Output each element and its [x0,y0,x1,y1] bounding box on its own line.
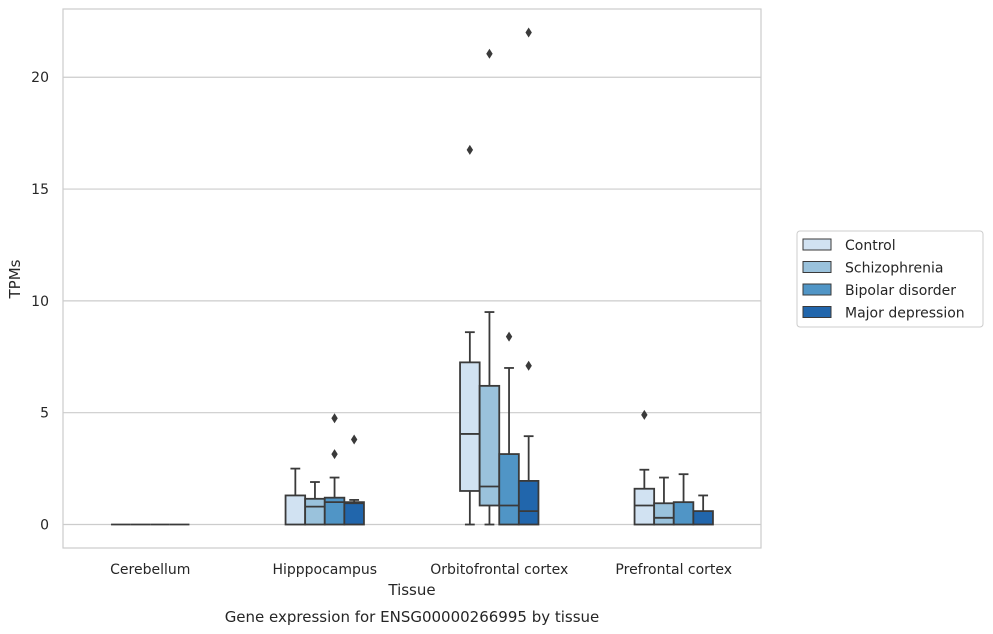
legend-swatch [802,238,832,251]
box-body [498,453,520,526]
box-body [459,361,481,492]
y-axis-label: TPMs [6,259,24,299]
box-control [633,409,656,526]
box-body [653,502,675,526]
plot-frame [62,8,762,549]
outlier-point [486,48,493,59]
outlier-point [350,434,358,445]
legend: Control Schizophrenia Bipolar disorder Majo… [796,230,984,328]
box-major-depression [692,494,714,526]
box-body [343,501,365,526]
box-bipolar-disorder [672,473,695,526]
box-schizophrenia [653,476,675,526]
x-axis-label: Tissue [387,581,435,599]
boxes [111,27,714,526]
outlier-point [525,360,532,371]
legend-entry-label: Major depression [845,306,965,322]
box-body [478,384,501,507]
box-major-depression [517,27,540,526]
y-tick-label-5: 5 [40,406,49,422]
y-tick-labels: 0 5 10 15 20 [31,70,49,533]
legend-entry-label: Schizophrenia [845,261,943,277]
box-schizophrenia [478,48,501,526]
outlier-point [331,449,338,460]
box-body [692,510,714,526]
box-body [284,494,307,526]
box-control [459,144,481,526]
x-tick-labels: Cerebellum Hipppocampus Orbitofrontal cort… [110,562,732,578]
x-tick-label: Cerebellum [110,562,190,578]
legend-entry-label: Bipolar disorder [845,283,956,299]
box-schizophrenia [304,481,326,526]
x-tick-label: Prefrontal cortex [615,562,732,578]
grid-lines [63,76,761,526]
y-tick-label-10: 10 [31,294,49,310]
box-body [517,480,540,526]
y-tick-label-0: 0 [40,518,49,534]
outlier-point [505,331,513,342]
box-body [672,501,695,526]
box-body [633,487,656,526]
y-tick-label-15: 15 [31,182,49,198]
box-major-depression [343,434,365,526]
chart-title: Gene expression for ENSG00000266995 by t… [225,608,600,626]
outlier-point [525,27,532,38]
x-tick-label: Orbitofrontal cortex [430,562,568,578]
y-tick-label-20: 20 [31,70,49,86]
legend-frame [796,230,984,328]
outlier-point [466,144,474,155]
outlier-point [331,413,338,424]
legend-entry-label: Control [845,238,896,254]
box-body [304,497,326,526]
outlier-point [641,409,648,420]
legend-swatch [802,306,832,318]
box-bipolar-disorder [323,413,346,526]
legend-swatch [802,283,832,296]
x-tick-label: Hipppocampus [272,562,377,578]
box-control [284,467,307,526]
box-bipolar-disorder [498,331,520,526]
legend-swatch [802,261,832,273]
